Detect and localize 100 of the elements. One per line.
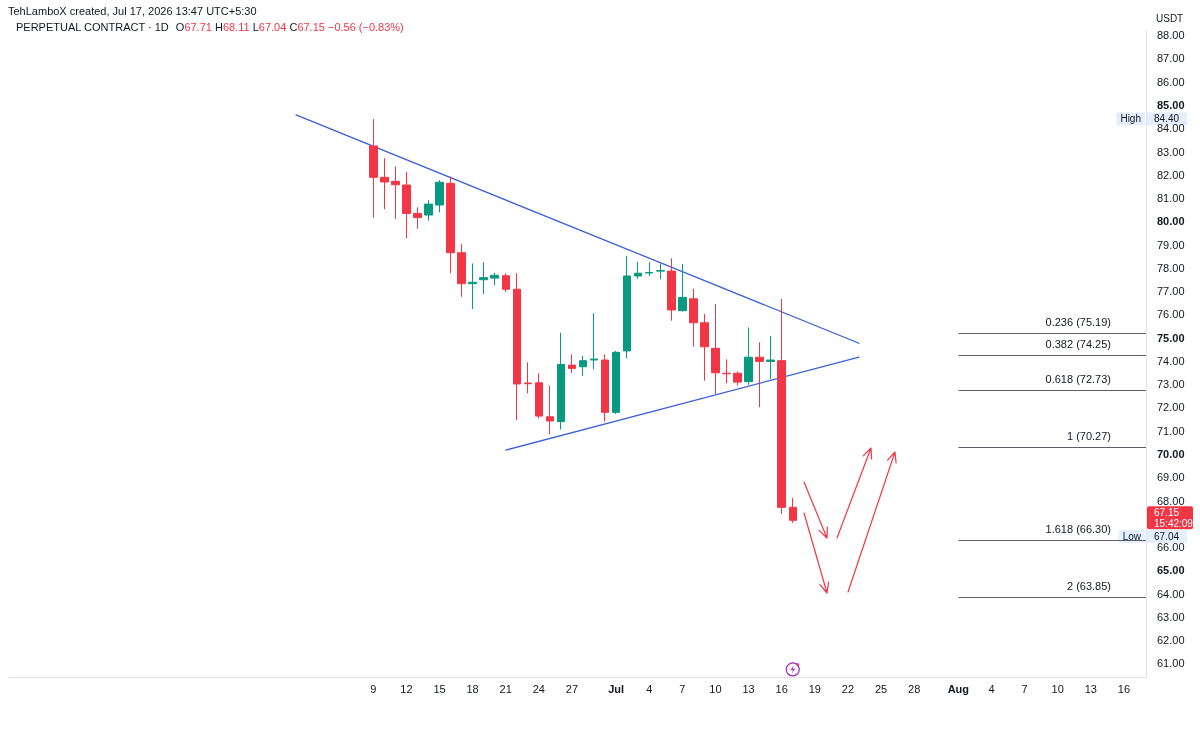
x-tick-label: 10 [1051, 682, 1064, 695]
candlestick [435, 179, 444, 213]
x-tick-label: 28 [908, 682, 921, 695]
y-tick-label: 70.00 [1157, 448, 1185, 461]
y-tick-label: 85.00 [1157, 98, 1185, 111]
chart-subtitle: O67.71 H68.11 L67.04 C67.15 −0.56 (−0.83%) [175, 21, 404, 33]
candlestick [634, 261, 642, 280]
x-tick-label: 13 [1084, 682, 1097, 695]
x-tick-label: 19 [808, 682, 821, 695]
candlestick [755, 341, 764, 408]
ref-line-label: 2 (63.85) [1066, 579, 1111, 592]
ref-line-label: 0.382 (74.25) [1045, 337, 1111, 350]
annotation: High [1120, 113, 1141, 125]
ref-line-label: 1 (70.27) [1066, 430, 1111, 443]
candlestick [722, 358, 731, 384]
y-tick-label: 62.00 [1157, 634, 1185, 647]
annotation: Low [1122, 530, 1142, 542]
x-tick-label: Jul [608, 682, 625, 695]
candlestick [656, 263, 665, 280]
candlestick [479, 261, 488, 295]
x-tick-label: 13 [742, 682, 755, 695]
x-tick-label: 7 [1021, 682, 1028, 695]
y-tick-label: 75.00 [1157, 331, 1185, 344]
candlestick [413, 206, 422, 230]
y-tick-label: 74.00 [1157, 354, 1185, 367]
candlestick [557, 332, 565, 430]
x-tick-label: 4 [988, 682, 995, 695]
x-tick-label: 12 [400, 682, 413, 695]
candlestick [568, 353, 576, 374]
y-tick-label: 72.00 [1157, 401, 1185, 414]
candlestick [446, 176, 455, 274]
candlestick [645, 261, 653, 277]
y-tick-label: 84.00 [1157, 122, 1185, 135]
candlestick [766, 335, 775, 380]
x-tick-label: 25 [874, 682, 888, 695]
y-tick-label: 69.00 [1157, 471, 1185, 484]
y-tick-label: 61.00 [1157, 657, 1185, 670]
y-tick-label: 87.00 [1157, 52, 1185, 65]
candlestick [457, 243, 466, 298]
y-tick-label: 73.00 [1157, 378, 1185, 391]
candlestick [667, 257, 676, 322]
y-tick-label: 78.00 [1157, 261, 1185, 274]
x-tick-label: 4 [646, 682, 653, 695]
candlestick [777, 298, 786, 515]
candlestick [744, 326, 753, 386]
text: 67.15 [1154, 506, 1180, 518]
ref-line-label: 0.618 (72.73) [1045, 372, 1111, 385]
chart-title: PERPETUAL CONTRACT · 1D [16, 21, 169, 33]
candlestick [700, 313, 709, 382]
candlestick [789, 497, 797, 524]
ref-line-label: 0.236 (75.19) [1045, 315, 1111, 328]
y-tick-label: 66.00 [1157, 541, 1185, 554]
y-tick-label: 86.00 [1157, 75, 1185, 88]
y-tick-label: 81.00 [1157, 192, 1185, 205]
y-tick-label: 80.00 [1157, 215, 1185, 228]
candlestick [502, 272, 510, 293]
candlestick [612, 350, 620, 415]
x-tick-label: 16 [1117, 682, 1131, 695]
candlestick [524, 361, 532, 394]
x-tick-label: 18 [466, 682, 479, 695]
x-tick-label: 9 [370, 682, 377, 695]
candlestick [402, 171, 411, 239]
candlestick [733, 370, 742, 387]
y-tick-label: 63.00 [1157, 610, 1185, 623]
y-tick-label: 83.00 [1157, 145, 1185, 158]
x-tick-label: 16 [775, 682, 788, 695]
candlestick [391, 166, 400, 220]
candlestick [623, 255, 631, 359]
x-tick-label: Aug [947, 682, 970, 695]
x-tick-label: 15 [433, 682, 446, 695]
text: TehLamboX created, Jul 17, 2026 13:47 UTC+5:30 [8, 4, 258, 19]
ref-line-label: 1.618 (66.30) [1045, 522, 1111, 535]
y-tick-label: 68.00 [1157, 494, 1185, 507]
y-tick-label: 71.00 [1157, 424, 1185, 437]
y-tick-label: 82.00 [1157, 168, 1185, 181]
y-tick-label: 64.00 [1157, 587, 1185, 600]
candlestick [590, 312, 598, 370]
candlestick [468, 262, 477, 310]
candlestick [689, 288, 698, 348]
x-tick-label: 21 [499, 682, 512, 695]
candlestick [424, 199, 433, 222]
x-tick-label: 10 [709, 682, 722, 695]
y-tick-label: 76.00 [1157, 308, 1185, 321]
candlestick [546, 385, 554, 435]
x-tick-label: 24 [532, 682, 545, 695]
x-tick-label: 7 [679, 682, 686, 695]
candlestick [490, 272, 499, 286]
x-tick-label: 27 [565, 682, 579, 695]
candlestick [535, 372, 543, 419]
y-tick-label: 88.00 [1157, 29, 1185, 42]
x-tick-label: 22 [841, 682, 855, 695]
y-tick-label: 79.00 [1157, 238, 1185, 251]
y-axis-title: USDT [1156, 13, 1184, 24]
candlestick [678, 263, 687, 313]
y-tick-label: 65.00 [1157, 564, 1185, 577]
candlestick [711, 303, 720, 395]
candlestick [369, 118, 378, 219]
text: 15:42:09 [1154, 517, 1194, 529]
text: 84.40 [1154, 113, 1180, 125]
candlestick [601, 353, 609, 423]
